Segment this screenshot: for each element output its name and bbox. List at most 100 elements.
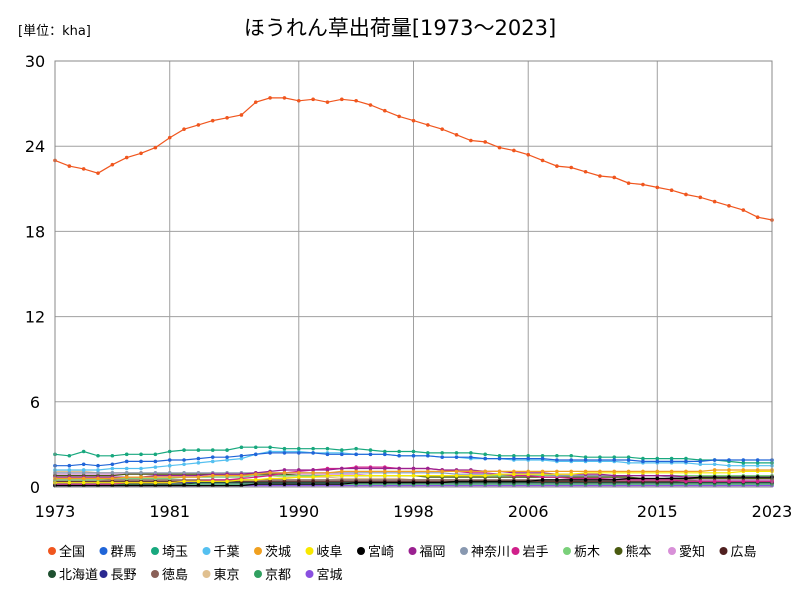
legend-marker	[254, 547, 262, 555]
data-point	[598, 174, 602, 178]
series-岐阜	[53, 469, 774, 485]
data-point	[153, 475, 158, 479]
data-point	[110, 476, 115, 481]
data-point	[311, 446, 315, 451]
data-point	[296, 451, 301, 455]
data-point	[282, 476, 287, 481]
data-point	[268, 482, 272, 486]
data-point	[167, 458, 172, 462]
data-point	[139, 475, 143, 479]
data-point	[354, 473, 358, 478]
data-point	[626, 461, 631, 465]
data-point	[210, 479, 215, 484]
data-point	[626, 473, 631, 478]
data-point	[167, 471, 172, 475]
data-point	[196, 448, 201, 452]
data-point	[182, 462, 186, 467]
data-point	[139, 452, 143, 457]
data-point	[268, 96, 272, 100]
data-point	[67, 483, 72, 488]
data-point	[325, 468, 330, 472]
data-point	[153, 465, 158, 469]
data-point	[96, 471, 100, 475]
data-point	[540, 472, 545, 477]
data-point	[397, 114, 401, 119]
data-point	[440, 455, 444, 459]
data-point	[282, 446, 287, 451]
data-point	[440, 451, 444, 455]
data-point	[469, 138, 473, 143]
legend-marker	[511, 547, 520, 555]
data-point	[569, 165, 574, 170]
legend-label: 宮城	[317, 567, 343, 583]
x-tick-label: 2015	[637, 502, 678, 521]
data-point	[669, 469, 674, 474]
data-point	[626, 469, 631, 474]
data-point	[268, 471, 272, 475]
series-茨城	[53, 468, 774, 481]
data-point	[225, 458, 229, 462]
data-point	[641, 476, 645, 481]
data-point	[612, 175, 617, 180]
data-point	[454, 469, 459, 474]
data-point	[526, 469, 531, 474]
data-point	[225, 455, 229, 459]
data-point	[727, 458, 731, 462]
data-point	[626, 455, 631, 459]
data-point	[383, 452, 387, 457]
data-point	[81, 471, 86, 475]
data-point	[253, 482, 258, 486]
data-point	[67, 480, 72, 485]
data-point	[96, 483, 100, 488]
data-point	[641, 459, 645, 464]
legend-label: 京都	[265, 568, 291, 583]
data-point	[124, 466, 129, 471]
y-tick-label: 12	[25, 308, 45, 327]
data-point	[741, 475, 746, 479]
data-point	[196, 475, 201, 479]
data-point	[712, 468, 717, 472]
data-point	[253, 475, 258, 479]
data-point	[182, 479, 186, 484]
data-point	[110, 162, 115, 167]
data-point	[239, 473, 244, 478]
data-point	[253, 452, 258, 457]
legend-label: 北海道	[59, 568, 98, 583]
legend-marker	[460, 547, 468, 555]
legend-label: 東京	[214, 567, 240, 583]
data-point	[96, 453, 100, 458]
data-point	[67, 468, 72, 472]
data-point	[139, 471, 143, 475]
data-point	[325, 446, 330, 451]
data-point	[727, 479, 731, 484]
data-point	[210, 455, 215, 459]
data-point	[282, 96, 287, 100]
data-point	[669, 188, 674, 193]
data-point	[239, 478, 244, 482]
data-point	[239, 456, 244, 461]
legend-marker	[99, 570, 108, 578]
data-point	[426, 469, 430, 474]
data-point	[755, 468, 760, 472]
data-point	[282, 473, 287, 478]
data-point	[741, 461, 746, 465]
data-point	[454, 451, 459, 455]
plot-frame	[54, 60, 773, 488]
data-point	[325, 473, 330, 478]
data-point	[540, 456, 545, 461]
legend-marker	[202, 547, 211, 555]
legend-marker	[719, 547, 728, 555]
data-point	[555, 164, 559, 168]
data-point	[641, 469, 645, 474]
data-point	[268, 479, 272, 484]
data-point	[340, 448, 344, 452]
data-point	[483, 140, 488, 144]
data-point	[325, 479, 330, 484]
data-point	[368, 469, 373, 474]
data-point	[210, 473, 215, 478]
data-point	[397, 473, 401, 478]
data-point	[124, 155, 129, 160]
data-point	[727, 471, 731, 475]
data-point	[67, 476, 72, 481]
data-point	[727, 475, 731, 479]
